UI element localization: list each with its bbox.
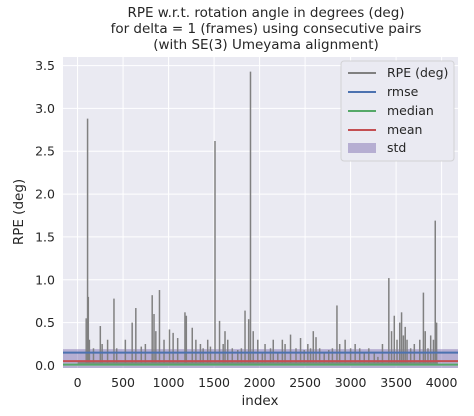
legend-box <box>340 60 455 162</box>
y-tick-labels: 0.0 0.5 1.0 1.5 2.0 2.5 3.0 3.5 <box>35 58 55 373</box>
y-tick-label: 3.5 <box>35 58 55 73</box>
x-tick-label: 0 <box>74 375 82 390</box>
legend-label-rpe: RPE (deg) <box>387 65 448 80</box>
y-tick-label: 0.0 <box>35 358 55 373</box>
x-axis-label: index <box>242 393 279 409</box>
legend: RPE (deg) rmse median mean std <box>340 60 455 162</box>
legend-label-median: median <box>387 103 434 118</box>
y-axis-label: RPE (deg) <box>11 179 27 245</box>
y-tick-label: 1.0 <box>35 272 55 287</box>
x-tick-label: 4000 <box>426 375 458 390</box>
x-tick-label: 3500 <box>380 375 412 390</box>
legend-label-mean: mean <box>387 122 422 137</box>
chart-title-line-1: RPE w.r.t. rotation angle in degrees (de… <box>127 5 404 21</box>
plot-marks <box>63 71 458 368</box>
y-tick-label: 2.0 <box>35 187 55 202</box>
legend-label-std: std <box>387 140 406 155</box>
x-tick-label: 1500 <box>198 375 230 390</box>
x-tick-label: 3000 <box>335 375 367 390</box>
y-tick-label: 2.5 <box>35 144 55 159</box>
x-tick-labels: 0 500 1000 1500 2000 2500 3000 3500 4000 <box>74 375 458 390</box>
x-tick-label: 1000 <box>153 375 185 390</box>
y-tick-label: 1.5 <box>35 229 55 244</box>
x-tick-label: 2500 <box>289 375 321 390</box>
x-tick-label: 500 <box>111 375 135 390</box>
chart-title-line-3: (with SE(3) Umeyama alignment) <box>153 37 379 53</box>
y-tick-label: 3.0 <box>35 101 55 116</box>
x-tick-label: 2000 <box>244 375 276 390</box>
legend-swatch-std <box>348 143 376 153</box>
y-tick-label: 0.5 <box>35 315 55 330</box>
chart-title: RPE w.r.t. rotation angle in degrees (de… <box>111 5 422 53</box>
chart-title-line-2: for delta = 1 (frames) using consecutive… <box>111 21 422 37</box>
legend-label-rmse: rmse <box>387 84 419 99</box>
